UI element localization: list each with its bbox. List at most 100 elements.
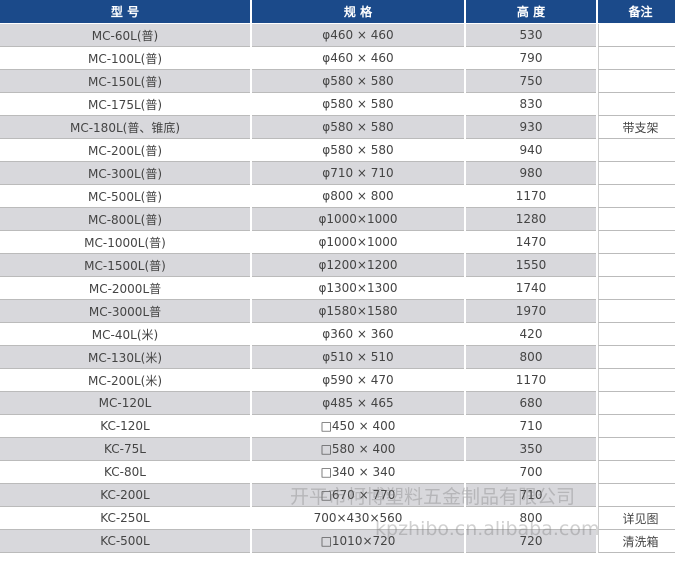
- table-cell: MC-175L(普): [0, 93, 250, 116]
- table-cell: 1470: [466, 231, 596, 254]
- table-cell: [598, 254, 675, 277]
- table-row: MC-60L(普) φ460 × 460 530: [0, 24, 675, 47]
- table-cell: [598, 392, 675, 415]
- table-cell: [598, 208, 675, 231]
- table-cell: [598, 231, 675, 254]
- table-cell: φ1000×1000: [252, 231, 464, 254]
- table-cell: φ1580×1580: [252, 300, 464, 323]
- header-cell: 型 号: [0, 0, 250, 24]
- table-cell: [598, 70, 675, 93]
- table-cell: φ580 × 580: [252, 93, 464, 116]
- table-cell: □580 × 400: [252, 438, 464, 461]
- table-cell: φ580 × 580: [252, 139, 464, 162]
- table-row: MC-100L(普) φ460 × 460 790: [0, 47, 675, 70]
- table-cell: 1740: [466, 277, 596, 300]
- table-cell: □340 × 340: [252, 461, 464, 484]
- header-cell: 备注: [598, 0, 675, 24]
- table-row: MC-1500L(普) φ1200×1200 1550: [0, 254, 675, 277]
- table-cell: MC-60L(普): [0, 24, 250, 47]
- table-cell: 680: [466, 392, 596, 415]
- table-cell: φ1000×1000: [252, 208, 464, 231]
- table-cell: 530: [466, 24, 596, 47]
- table-row: MC-175L(普) φ580 × 580 830: [0, 93, 675, 116]
- table-row: KC-120L □450 × 400 710: [0, 415, 675, 438]
- table-cell: 940: [466, 139, 596, 162]
- table-row: MC-120L φ485 × 465 680: [0, 392, 675, 415]
- table-cell: □450 × 400: [252, 415, 464, 438]
- table-row: KC-500L □1010×720 720 清洗箱: [0, 530, 675, 553]
- table-cell: 980: [466, 162, 596, 185]
- table-cell: 790: [466, 47, 596, 70]
- table-cell: 930: [466, 116, 596, 139]
- table-cell: MC-3000L普: [0, 300, 250, 323]
- table-cell: KC-80L: [0, 461, 250, 484]
- table-cell: MC-500L(普): [0, 185, 250, 208]
- table-row: KC-200L □670 × 770 710: [0, 484, 675, 507]
- table-cell: 800: [466, 507, 596, 530]
- table-row: MC-200L(米) φ590 × 470 1170: [0, 369, 675, 392]
- table-cell: 1280: [466, 208, 596, 231]
- table-cell: [598, 369, 675, 392]
- table-cell: 详见图: [598, 507, 675, 530]
- table-cell: [598, 93, 675, 116]
- table-cell: 清洗箱: [598, 530, 675, 553]
- table-cell: 1170: [466, 369, 596, 392]
- table-cell: 700×430×560: [252, 507, 464, 530]
- table-cell: MC-200L(普): [0, 139, 250, 162]
- table-cell: [598, 139, 675, 162]
- table-cell: φ710 × 710: [252, 162, 464, 185]
- table-cell: φ460 × 460: [252, 47, 464, 70]
- table-row: KC-250L 700×430×560 800 详见图: [0, 507, 675, 530]
- table-cell: 350: [466, 438, 596, 461]
- table-cell: φ800 × 800: [252, 185, 464, 208]
- table-cell: MC-40L(米): [0, 323, 250, 346]
- table-cell: 1970: [466, 300, 596, 323]
- table-cell: □1010×720: [252, 530, 464, 553]
- table-cell: φ460 × 460: [252, 24, 464, 47]
- table-cell: φ1300×1300: [252, 277, 464, 300]
- table-cell: 1170: [466, 185, 596, 208]
- table-row: KC-75L □580 × 400 350: [0, 438, 675, 461]
- header-row: 型 号规 格高 度备注: [0, 0, 675, 24]
- table-cell: [598, 47, 675, 70]
- table-cell: MC-180L(普、锥底): [0, 116, 250, 139]
- table-cell: 710: [466, 415, 596, 438]
- table-cell: 710: [466, 484, 596, 507]
- table-cell: MC-100L(普): [0, 47, 250, 70]
- table-cell: [598, 323, 675, 346]
- table-cell: 750: [466, 70, 596, 93]
- table-row: MC-1000L(普) φ1000×1000 1470: [0, 231, 675, 254]
- table-row: MC-500L(普) φ800 × 800 1170: [0, 185, 675, 208]
- table-cell: φ510 × 510: [252, 346, 464, 369]
- table-cell: MC-800L(普): [0, 208, 250, 231]
- table-cell: φ360 × 360: [252, 323, 464, 346]
- table-cell: 420: [466, 323, 596, 346]
- table-cell: 800: [466, 346, 596, 369]
- table-cell: MC-1500L(普): [0, 254, 250, 277]
- table-cell: 1550: [466, 254, 596, 277]
- table-cell: φ580 × 580: [252, 116, 464, 139]
- table-row: MC-300L(普) φ710 × 710 980: [0, 162, 675, 185]
- table-cell: MC-200L(米): [0, 369, 250, 392]
- table-cell: MC-300L(普): [0, 162, 250, 185]
- table-row: MC-150L(普) φ580 × 580 750: [0, 70, 675, 93]
- table-cell: [598, 162, 675, 185]
- header-cell: 高 度: [466, 0, 596, 24]
- table-cell: φ580 × 580: [252, 70, 464, 93]
- table-row: MC-3000L普 φ1580×1580 1970: [0, 300, 675, 323]
- table-row: MC-200L(普) φ580 × 580 940: [0, 139, 675, 162]
- table-cell: KC-120L: [0, 415, 250, 438]
- table-cell: φ485 × 465: [252, 392, 464, 415]
- table-cell: 720: [466, 530, 596, 553]
- table-cell: [598, 438, 675, 461]
- watermark-url: kpzhibo.cn.alibaba.com: [375, 518, 600, 540]
- table-body: MC-60L(普) φ460 × 460 530 MC-100L(普) φ460 × 4…: [0, 24, 675, 553]
- table-cell: KC-75L: [0, 438, 250, 461]
- table-row: MC-180L(普、锥底) φ580 × 580 930 带支架: [0, 116, 675, 139]
- table-row: KC-80L □340 × 340 700: [0, 461, 675, 484]
- table-cell: MC-120L: [0, 392, 250, 415]
- table-cell: φ1200×1200: [252, 254, 464, 277]
- table-cell: [598, 415, 675, 438]
